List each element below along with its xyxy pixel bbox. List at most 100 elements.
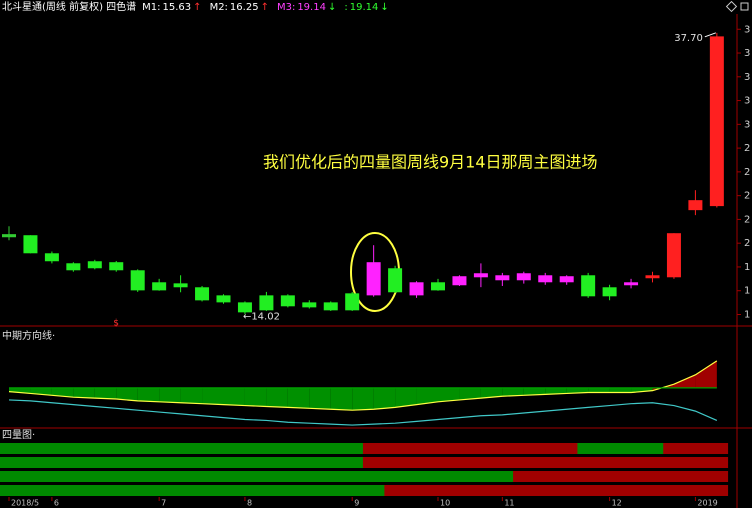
strip-cell <box>0 443 21 454</box>
y-tick-label: 2 <box>744 238 750 249</box>
panel-title: 四量图· <box>2 429 35 441</box>
direction-fill <box>588 387 610 393</box>
strip-cell <box>148 457 171 468</box>
indicator-value: 19.14 <box>297 2 326 13</box>
strip-cell <box>320 443 342 454</box>
indicator-label: M2: <box>210 2 228 13</box>
strip-cell <box>405 457 428 468</box>
strip-cell <box>362 443 385 454</box>
strip-cell <box>320 485 342 496</box>
strip-cell <box>641 471 664 482</box>
candle-body <box>409 282 424 296</box>
x-tick-label: 9 <box>354 499 359 508</box>
indicator-label: M1: <box>142 2 160 13</box>
min-label: ←14.02 <box>243 311 280 322</box>
strip-cell <box>641 485 664 496</box>
strip-cell <box>169 471 192 482</box>
max-label: 37.70 <box>674 33 703 44</box>
direction-fill <box>51 387 74 398</box>
strip-cell <box>620 485 643 496</box>
strip-cell <box>362 485 385 496</box>
strip-cell <box>169 485 192 496</box>
strip-cell <box>598 471 621 482</box>
candle-body <box>216 295 231 303</box>
indicator-arrow: ↓ <box>380 2 388 13</box>
strip-cell <box>19 485 42 496</box>
y-tick-label: 1 <box>744 309 750 320</box>
strip-cell <box>105 457 128 468</box>
candle-body <box>23 235 38 254</box>
strip-cell <box>84 471 107 482</box>
strip-cell <box>234 471 257 482</box>
strip-cell <box>684 443 707 454</box>
strip-cell <box>706 485 729 496</box>
strip-cell <box>255 471 278 482</box>
direction-fill <box>330 387 353 411</box>
strip-cell <box>341 471 364 482</box>
strip-cell <box>277 471 300 482</box>
panel-title: 中期方向线· <box>2 329 55 342</box>
indicator-value: 16.25 <box>230 2 259 13</box>
strip-cell <box>62 443 85 454</box>
strip-cell <box>534 485 557 496</box>
strip-cell <box>298 485 321 496</box>
y-tick-label: 2 <box>744 191 750 202</box>
indicator-arrow: ↓ <box>328 2 336 13</box>
strip-cell <box>555 457 578 468</box>
x-tick-label: 8 <box>247 499 252 508</box>
strip-cell <box>341 443 364 454</box>
strip-cell <box>620 457 643 468</box>
window-icon[interactable] <box>725 0 738 13</box>
candle-body <box>2 234 16 238</box>
candle-body <box>709 36 724 207</box>
strip-cell <box>19 471 42 482</box>
strip-cell <box>598 457 621 468</box>
annotation: 我们优化后的四量图周线9月14日那周主图进场 <box>263 153 598 172</box>
candle-body <box>152 282 167 291</box>
strip-cell <box>577 471 600 482</box>
candle-body <box>431 282 445 291</box>
direction-fill <box>244 387 267 407</box>
candle-body <box>473 273 488 278</box>
strip-cell <box>169 457 192 468</box>
direction-fill <box>180 387 203 404</box>
strip-cell <box>0 471 21 482</box>
candle-body <box>495 275 510 281</box>
strip-cell <box>84 457 107 468</box>
strip-cell <box>234 485 257 496</box>
strip-cell <box>148 471 171 482</box>
direction-fill <box>373 387 396 410</box>
direction-fill <box>309 387 331 410</box>
strip-cell <box>126 443 149 454</box>
indicator-label: M3: <box>277 2 295 13</box>
strip-cell <box>255 485 278 496</box>
indicator-label: : <box>344 2 347 13</box>
direction-fill <box>395 387 417 408</box>
strip-cell <box>384 485 407 496</box>
indicator-arrow: ↑ <box>193 2 201 13</box>
x-tick-label: 10 <box>440 499 450 508</box>
strip-cell <box>491 457 514 468</box>
strip-cell <box>448 443 471 454</box>
direction-fill <box>416 387 438 405</box>
strip-cell <box>405 485 428 496</box>
candle-body <box>280 295 295 307</box>
strip-cell <box>277 457 300 468</box>
strip-cell <box>298 471 321 482</box>
strip-cell <box>148 485 171 496</box>
strip-cell <box>470 471 493 482</box>
strip-cell <box>427 457 450 468</box>
strip-cell <box>41 443 64 454</box>
strip-cell <box>84 485 107 496</box>
candle-body <box>173 283 188 288</box>
strip-cell <box>105 485 128 496</box>
strip-cell <box>663 457 686 468</box>
y-tick-label: 2 <box>744 214 750 225</box>
strip-cell <box>577 457 600 468</box>
candle-body <box>388 268 403 293</box>
indicator-value: 15.63 <box>163 2 192 13</box>
candle-body <box>302 302 317 308</box>
window-icon[interactable] <box>740 2 749 11</box>
strip-cell <box>384 443 407 454</box>
